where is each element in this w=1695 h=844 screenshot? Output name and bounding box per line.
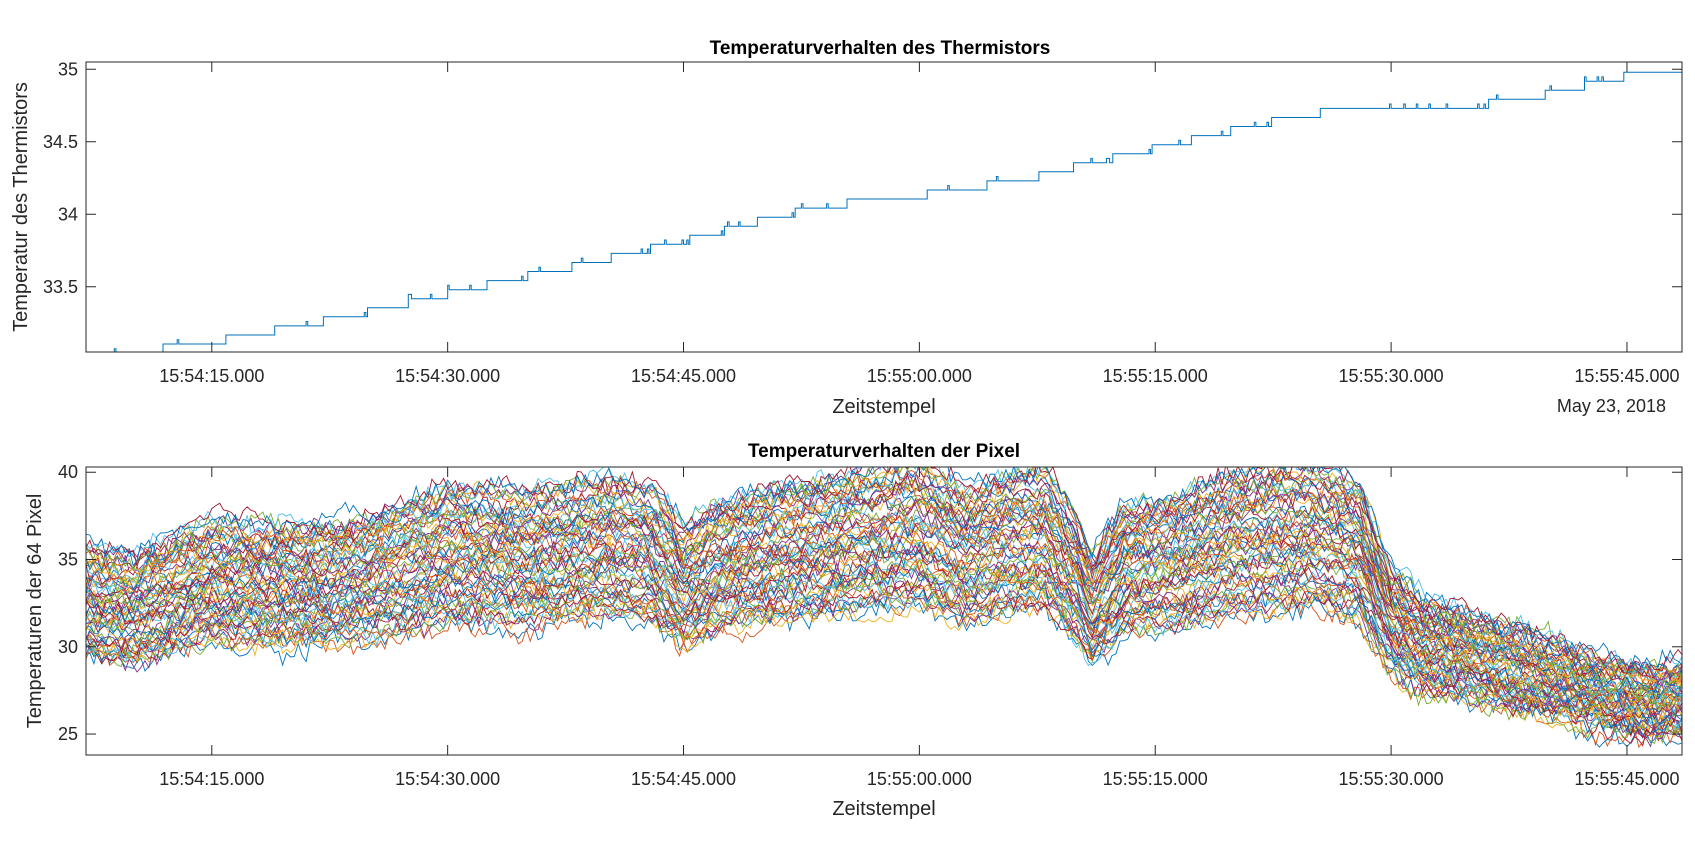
series-group <box>113 71 1682 352</box>
pixel-line <box>86 467 1682 677</box>
x-tick-label: 15:55:15.000 <box>1103 366 1208 386</box>
pixel-line <box>86 554 1682 728</box>
pixel-line <box>86 542 1682 718</box>
pixel-line <box>86 467 1682 686</box>
x-tick-label: 15:55:00.000 <box>867 366 972 386</box>
plot-area-thermistor <box>113 71 1682 352</box>
pixel-line <box>86 522 1682 711</box>
pixel-line <box>86 467 1682 670</box>
chart-pixels: Temperaturverhalten der Pixel 25 30 35 40 1… <box>24 441 1683 820</box>
x-tick-label: 15:55:45.000 <box>1574 366 1679 386</box>
x-tick-label: 15:54:45.000 <box>631 769 736 789</box>
chart-title-thermistor: Temperaturverhalten des Thermistors <box>710 38 1051 59</box>
y-tick-label: 34 <box>58 204 78 224</box>
x-ticks-pixels: 15:54:15.000 15:54:30.000 15:54:45.000 15:5… <box>159 467 1680 789</box>
y-axis-label-thermistor: Temperatur des Thermistors <box>10 82 32 332</box>
pixel-line <box>86 503 1682 703</box>
pixel-line <box>86 543 1682 716</box>
pixel-line <box>86 517 1682 708</box>
x-tick-label: 15:54:15.000 <box>159 769 264 789</box>
x-axis-label-thermistor: Zeitstempel <box>832 396 935 418</box>
chart-title-pixels: Temperaturverhalten der Pixel <box>748 441 1020 462</box>
pixel-line <box>86 467 1682 677</box>
x-tick-label: 15:55:15.000 <box>1103 769 1208 789</box>
pixel-line <box>86 566 1682 734</box>
y-tick-label: 33.5 <box>43 277 78 297</box>
pixel-line <box>86 586 1682 740</box>
pixel-line <box>86 536 1682 712</box>
axes-box-thermistor <box>85 61 1683 353</box>
y-tick-label: 30 <box>58 637 78 657</box>
x-tick-label: 15:55:00.000 <box>867 769 972 789</box>
y-axis-label-pixels: Temperaturen der 64 Pixel <box>24 494 46 729</box>
y-tick-label: 35 <box>58 550 78 570</box>
y-tick-label: 25 <box>58 724 78 744</box>
pixel-line <box>86 557 1682 721</box>
pixel-line <box>86 524 1682 719</box>
thermistor-line <box>113 71 1682 352</box>
x-tick-label: 15:55:30.000 <box>1339 769 1444 789</box>
pixel-line <box>86 515 1682 704</box>
x-tick-label: 15:54:45.000 <box>631 366 736 386</box>
x-tick-label: 15:54:30.000 <box>395 366 500 386</box>
x-tick-label: 15:55:45.000 <box>1574 769 1679 789</box>
x-tick-label: 15:54:30.000 <box>395 769 500 789</box>
y-tick-label: 34.5 <box>43 132 78 152</box>
pixel-line <box>86 530 1682 714</box>
x-tick-label: 15:54:15.000 <box>159 366 264 386</box>
date-label: May 23, 2018 <box>1557 396 1666 416</box>
pixel-line <box>86 590 1682 748</box>
chart-thermistor: Temperaturverhalten des Thermistors 33.5… <box>10 38 1683 418</box>
pixel-line <box>86 555 1682 731</box>
pixel-line <box>86 477 1682 691</box>
series-group <box>86 467 1682 749</box>
y-ticks-thermistor: 33.5 34 34.5 35 <box>43 59 1682 297</box>
plot-area-pixels <box>86 467 1682 749</box>
pixel-line <box>86 467 1682 682</box>
pixel-line <box>86 572 1682 739</box>
axes-box-pixels <box>85 466 1683 756</box>
pixel-line <box>86 504 1682 705</box>
x-tick-label: 15:55:30.000 <box>1339 366 1444 386</box>
pixel-line <box>86 587 1682 745</box>
pixel-line <box>86 478 1682 683</box>
pixel-line <box>86 467 1682 681</box>
y-tick-label: 40 <box>58 462 78 482</box>
x-axis-label-pixels: Zeitstempel <box>832 798 935 820</box>
pixel-line <box>86 480 1682 701</box>
y-ticks-pixels: 25 30 35 40 <box>58 462 1682 744</box>
pixel-line <box>86 471 1682 687</box>
y-tick-label: 35 <box>58 59 78 79</box>
x-ticks-thermistor: 15:54:15.000 15:54:30.000 15:54:45.000 15:5… <box>159 62 1680 386</box>
